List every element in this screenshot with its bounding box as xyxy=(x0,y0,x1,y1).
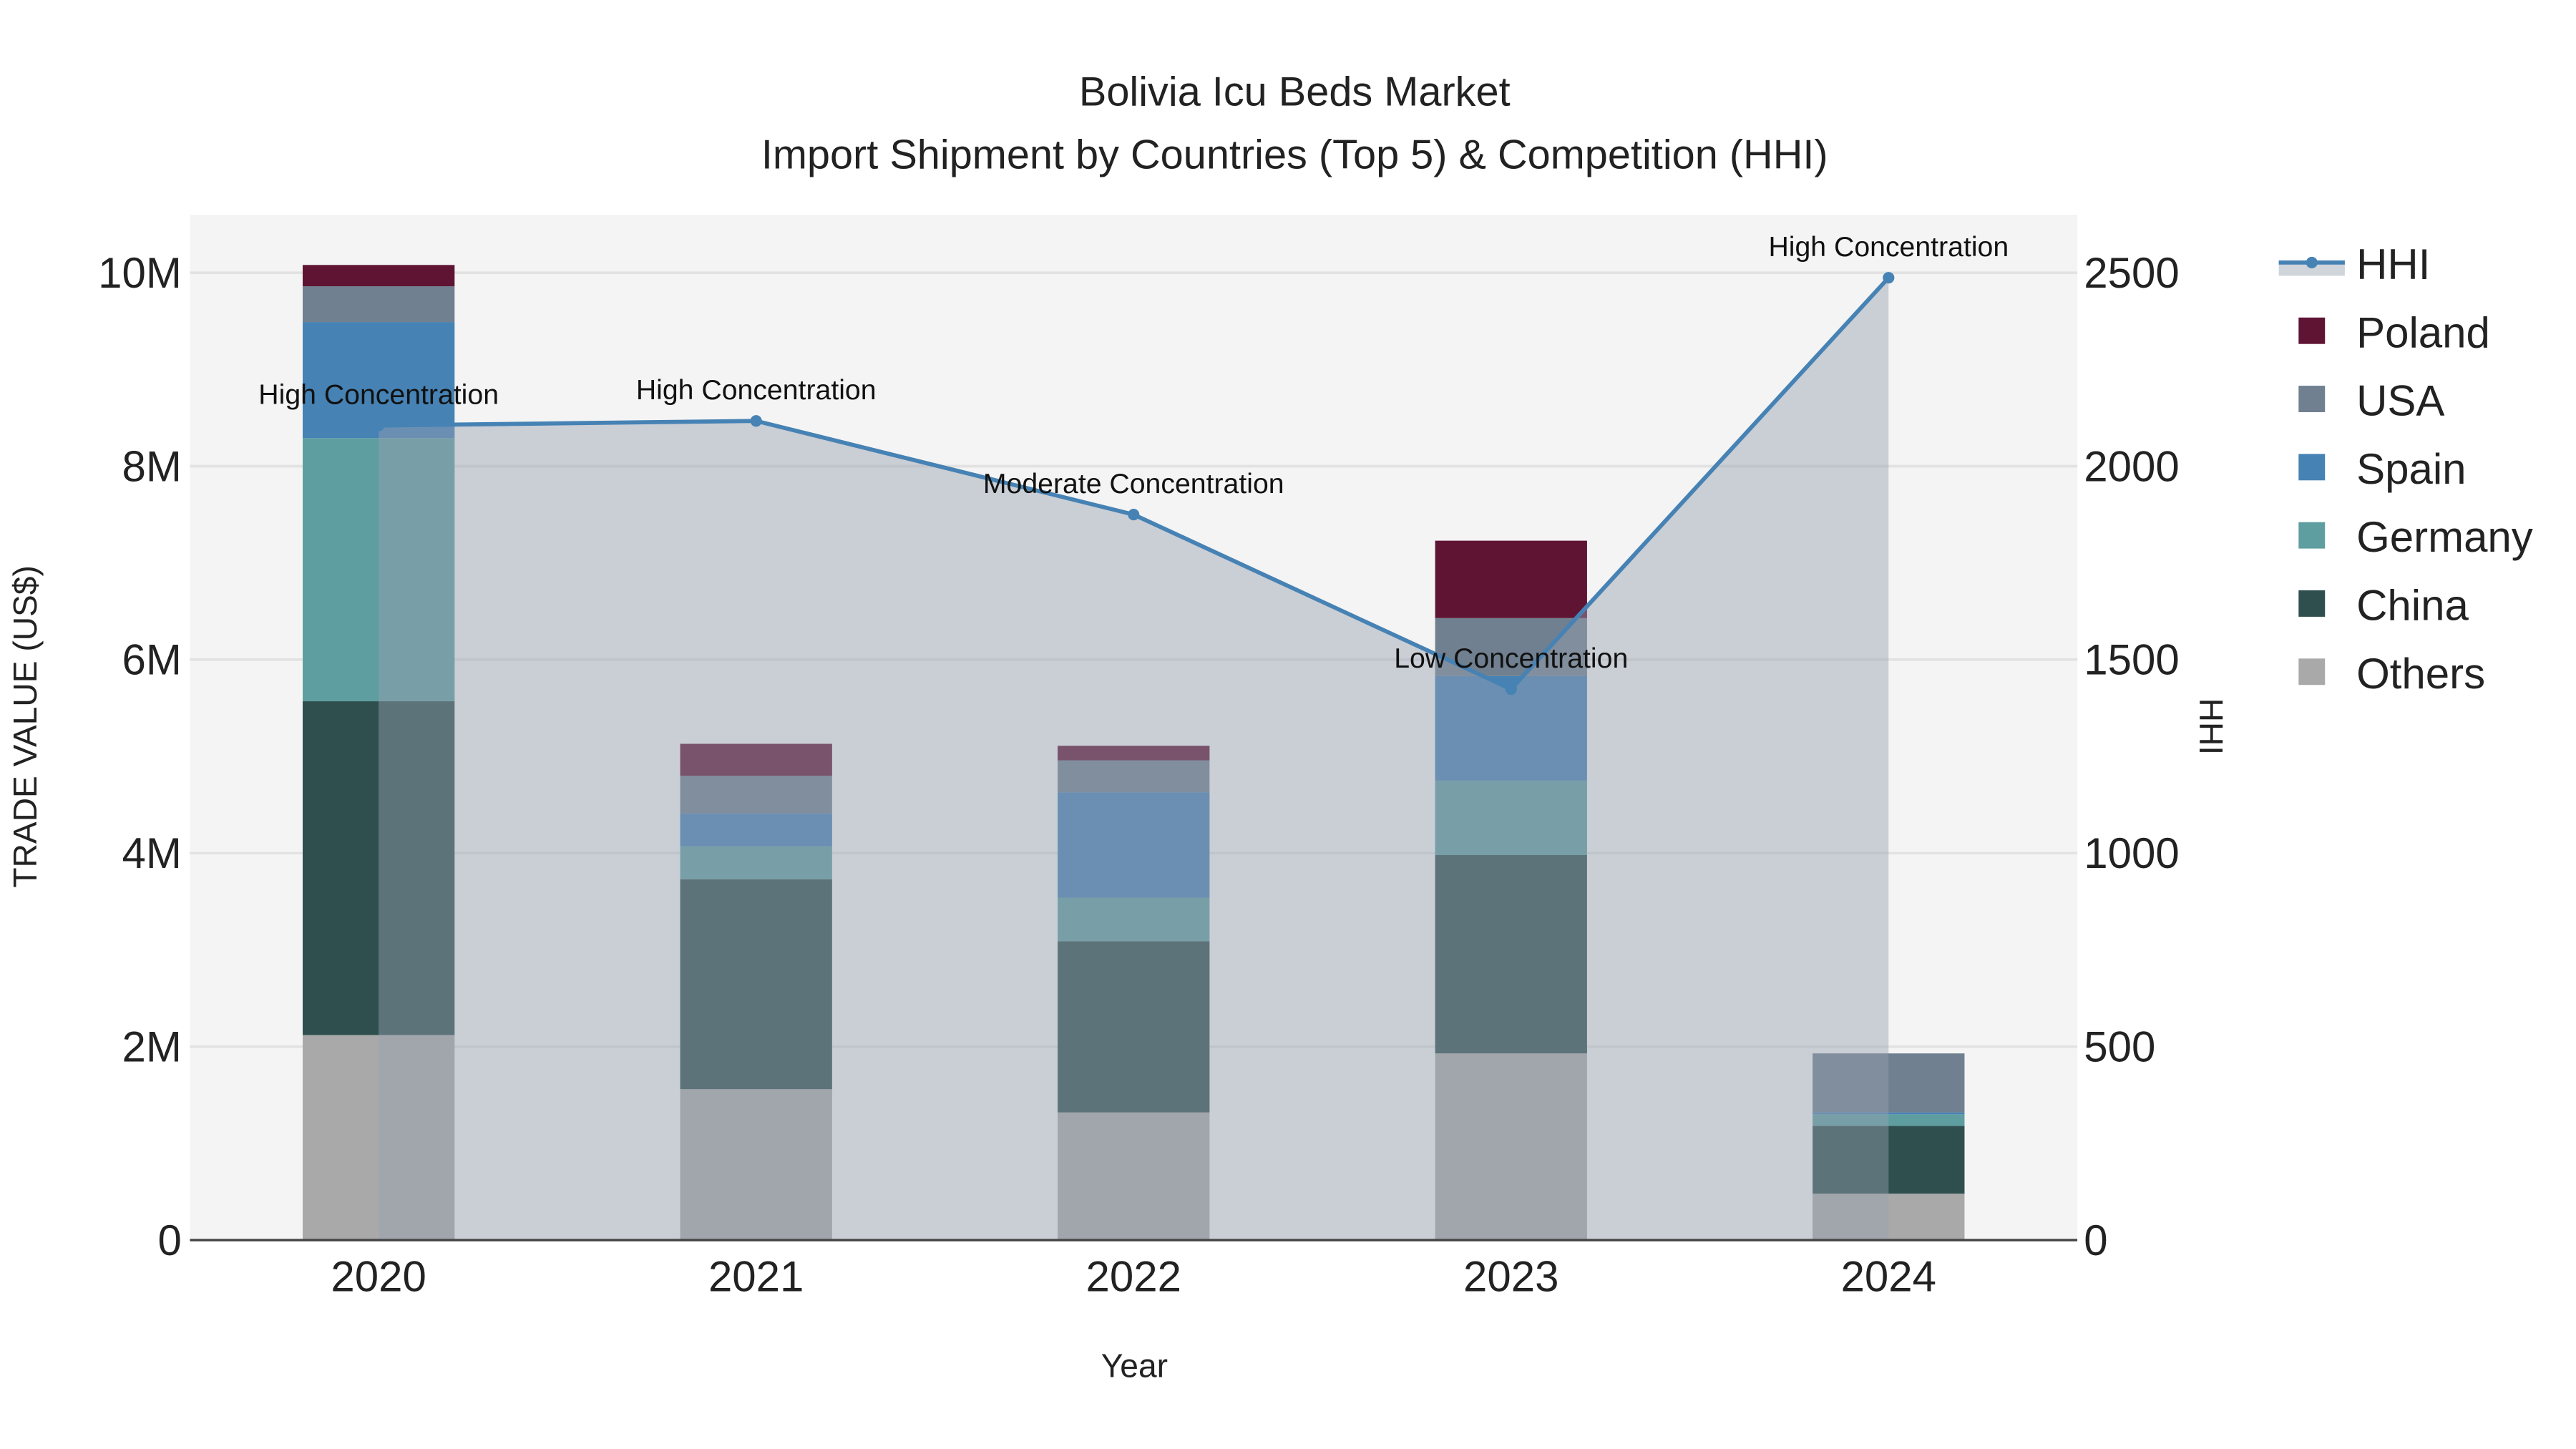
bar-poland-2022 xyxy=(1058,746,1210,761)
hhi-point-2021 xyxy=(750,415,762,427)
legend-item-hhi[interactable]: HHI xyxy=(2278,240,2431,288)
hhi-area xyxy=(379,278,1889,1241)
hhi-annotation: High Concentration xyxy=(636,374,877,406)
bar-usa-2022 xyxy=(1058,760,1210,793)
bar-others-2023 xyxy=(1435,1053,1587,1241)
legend-label: Poland xyxy=(2356,308,2490,356)
bars xyxy=(303,265,1965,1241)
annotations: High Concentration High Concentration Mode… xyxy=(258,231,2009,674)
y2-tick-label: 2500 xyxy=(2084,249,2179,297)
legend-label: China xyxy=(2356,582,2469,630)
legend-label: Spain xyxy=(2356,445,2466,493)
legend-swatch xyxy=(2298,386,2326,412)
legend-item-poland[interactable]: Poland xyxy=(2298,308,2490,356)
y-tick-label: 2M xyxy=(122,1023,181,1070)
hhi-point-2024 xyxy=(1883,272,1895,284)
hhi-point-2020 xyxy=(373,419,385,431)
legend-swatch-hhi-marker xyxy=(2306,256,2318,268)
bar-germany-2021 xyxy=(680,846,832,879)
legend-label: HHI xyxy=(2356,240,2430,288)
x-tick-label: 2022 xyxy=(1085,1253,1181,1301)
x-tick-label: 2021 xyxy=(708,1253,804,1301)
legend-swatch xyxy=(2298,317,2326,344)
hhi-annotation: High Concentration xyxy=(258,379,499,411)
y2-axis-title: HHI xyxy=(2192,698,2230,755)
legend-label: USA xyxy=(2356,377,2444,425)
hhi-point-2023 xyxy=(1505,683,1517,696)
hhi-point-2022 xyxy=(1128,509,1140,521)
bar-poland-2020 xyxy=(303,265,455,287)
bar-china-2022 xyxy=(1058,941,1210,1113)
bar-spain-2021 xyxy=(680,813,832,847)
bar-usa-2021 xyxy=(680,776,832,814)
hhi-annotation: Moderate Concentration xyxy=(983,468,1284,499)
legend: HHI Poland USA Spain Germany China Others xyxy=(2278,240,2533,698)
bar-others-2024 xyxy=(1813,1194,1965,1241)
axes: 0 2M 4M 6M 8M 10M 0 500 1000 1500 2000 2500 2020 2021… xyxy=(98,249,2180,1301)
chart-title: Bolivia Icu Beds Market xyxy=(1079,69,1511,115)
legend-item-others[interactable]: Others xyxy=(2298,650,2485,698)
bar-spain-2022 xyxy=(1058,792,1210,898)
legend-label: Germany xyxy=(2356,513,2533,561)
chart-subtitle: Import Shipment by Countries (Top 5) & C… xyxy=(761,132,1828,177)
legend-swatch xyxy=(2298,522,2326,549)
legend-swatch xyxy=(2298,658,2326,686)
bar-china-2023 xyxy=(1435,854,1587,1054)
y2-tick-label: 0 xyxy=(2084,1216,2107,1264)
bar-spain-2024 xyxy=(1813,1112,1965,1115)
hhi-annotation: Low Concentration xyxy=(1394,643,1628,674)
bar-others-2022 xyxy=(1058,1112,1210,1241)
bar-germany-2023 xyxy=(1435,780,1587,855)
bar-germany-2024 xyxy=(1813,1114,1965,1126)
x-tick-label: 2023 xyxy=(1463,1253,1558,1301)
bar-usa-2024 xyxy=(1813,1053,1965,1113)
x-tick-label: 2020 xyxy=(331,1253,426,1301)
legend-item-spain[interactable]: Spain xyxy=(2298,445,2467,493)
bar-china-2024 xyxy=(1813,1126,1965,1194)
bar-spain-2020 xyxy=(303,322,455,439)
bar-usa-2020 xyxy=(303,286,455,323)
legend-item-germany[interactable]: Germany xyxy=(2298,513,2533,561)
bar-others-2020 xyxy=(303,1035,455,1241)
bar-poland-2023 xyxy=(1435,540,1587,618)
bar-poland-2021 xyxy=(680,743,832,776)
legend-swatch xyxy=(2298,454,2326,481)
hhi-annotation: High Concentration xyxy=(1768,231,2009,263)
bar-china-2020 xyxy=(303,701,455,1035)
y-axis-title: TRADE VALUE (US$) xyxy=(6,565,44,887)
y-tick-label: 10M xyxy=(98,249,182,297)
hhi-area-fill xyxy=(379,278,1889,1241)
y2-tick-label: 1000 xyxy=(2084,829,2179,877)
bar-china-2021 xyxy=(680,879,832,1090)
bar-germany-2022 xyxy=(1058,897,1210,942)
legend-item-china[interactable]: China xyxy=(2298,582,2469,630)
y2-tick-label: 500 xyxy=(2084,1023,2155,1070)
x-tick-label: 2024 xyxy=(1841,1253,1936,1301)
y2-tick-label: 1500 xyxy=(2084,636,2179,684)
y2-tick-label: 2000 xyxy=(2084,442,2179,490)
legend-label: Others xyxy=(2356,650,2485,698)
y-tick-label: 0 xyxy=(157,1216,181,1264)
y-tick-label: 6M xyxy=(122,636,181,684)
hhi-line xyxy=(373,272,1895,696)
legend-item-usa[interactable]: USA xyxy=(2298,377,2444,425)
y-tick-label: 8M xyxy=(122,442,181,490)
bar-others-2021 xyxy=(680,1089,832,1241)
bar-germany-2020 xyxy=(303,438,455,702)
y-tick-label: 4M xyxy=(122,829,181,877)
legend-swatch xyxy=(2298,590,2326,617)
x-axis-title: Year xyxy=(1101,1347,1168,1385)
legend-swatch-hhi-area xyxy=(2278,262,2345,276)
